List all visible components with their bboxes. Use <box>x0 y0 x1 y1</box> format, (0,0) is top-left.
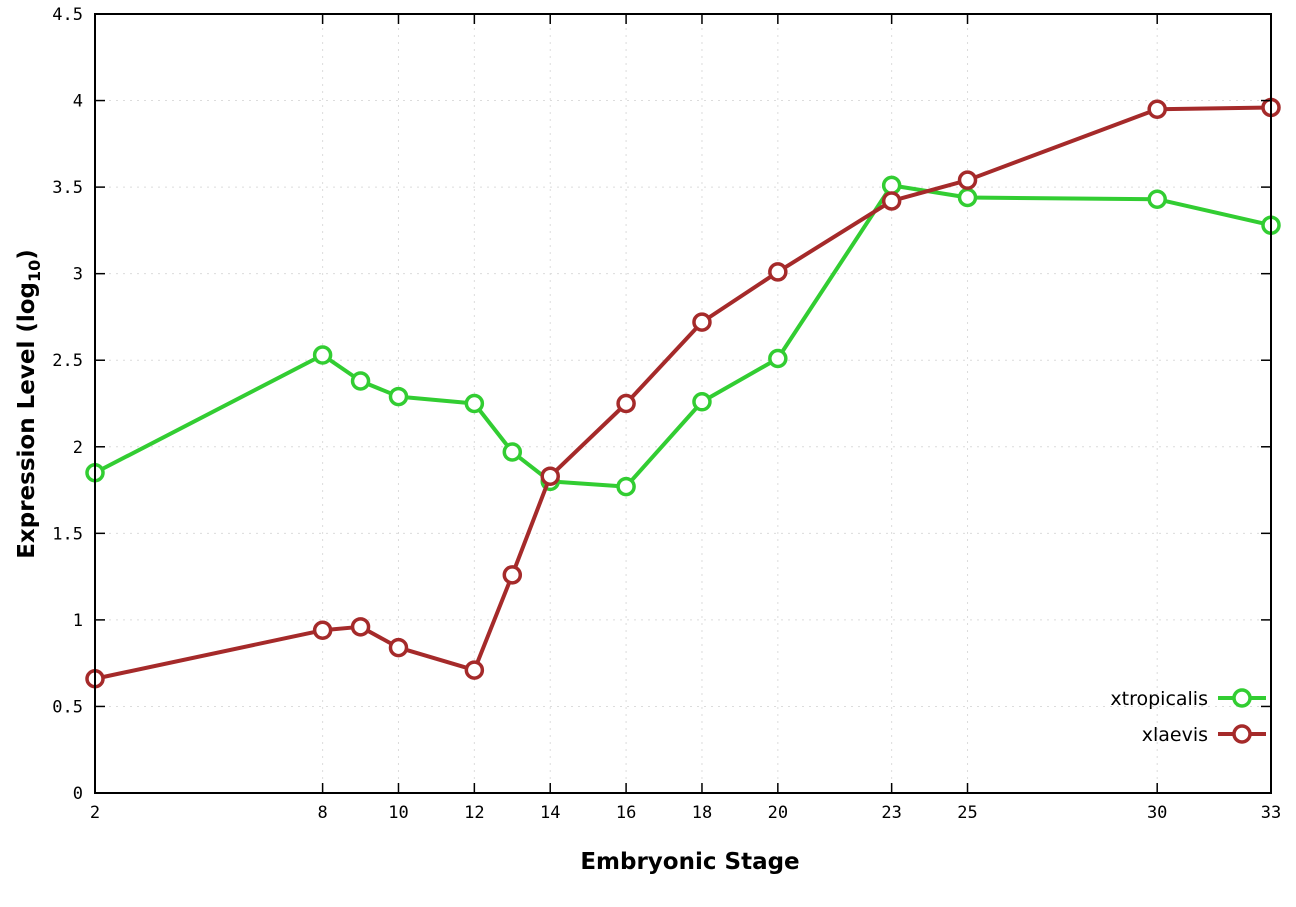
y-tick-label: 0 <box>73 784 83 804</box>
legend-marker-xtropicalis <box>1232 688 1252 708</box>
marker-xlaevis <box>464 660 485 680</box>
y-tick-label: 2.5 <box>52 351 83 371</box>
x-tick-label: 2 <box>90 803 100 823</box>
x-tick-label: 8 <box>317 803 327 823</box>
marker-xtropicalis <box>768 348 788 369</box>
marker-xlaevis <box>881 191 902 211</box>
x-tick-label: 33 <box>1261 803 1281 823</box>
marker-xlaevis <box>692 312 712 332</box>
legend: xtropicalis xlaevis <box>1110 688 1266 746</box>
x-tick-label: 30 <box>1147 803 1167 823</box>
x-tick-label: 23 <box>881 803 901 823</box>
x-tick-label: 18 <box>692 803 712 823</box>
marker-xtropicalis <box>464 393 485 414</box>
marker-xlaevis <box>502 565 523 585</box>
legend-label-xtropicalis: xtropicalis <box>1110 688 1208 710</box>
y-tick-label: 4 <box>73 92 83 112</box>
marker-xtropicalis <box>616 476 636 497</box>
marker-xlaevis <box>1147 99 1167 119</box>
x-tick-label: 14 <box>540 803 560 823</box>
legend-marker-xlaevis <box>1232 724 1252 744</box>
marker-xtropicalis <box>881 175 902 196</box>
y-tick-label: 2 <box>73 438 83 458</box>
marker-xlaevis <box>957 170 978 190</box>
marker-xlaevis <box>388 637 409 658</box>
marker-xtropicalis <box>502 442 523 462</box>
marker-xlaevis <box>768 262 788 282</box>
series-line-xtropicalis <box>93 183 1273 489</box>
axis-ticks: 0 0.5 1 1.5 2 2.5 3 3.5 4 4.5 2 8 10 12 14 16 18 20 23 25 30… <box>52 5 1281 823</box>
y-tick-label: 3 <box>73 265 83 285</box>
y-tick-label: 0.5 <box>52 697 83 717</box>
y-tick-label: 1 <box>73 611 83 631</box>
x-tick-label: 16 <box>616 803 636 823</box>
x-tick-label: 20 <box>768 803 788 823</box>
y-axis-title: Expression Level (log10) <box>14 249 44 559</box>
marker-xtropicalis <box>1147 189 1167 209</box>
marker-xlaevis <box>540 466 560 486</box>
marker-xtropicalis <box>692 392 712 412</box>
x-tick-label: 10 <box>388 803 408 823</box>
y-tick-label: 4.5 <box>52 5 83 25</box>
marker-xtropicalis <box>957 187 978 208</box>
x-tick-label: 12 <box>464 803 484 823</box>
marker-xlaevis <box>616 393 636 414</box>
plot-border <box>94 13 1272 794</box>
series-line-xlaevis <box>93 105 1273 681</box>
x-axis-title: Embryonic Stage <box>580 849 799 875</box>
marker-xlaevis <box>312 620 333 641</box>
y-tick-label: 1.5 <box>52 524 83 544</box>
legend-label-xlaevis: xlaevis <box>1142 724 1208 746</box>
marker-xtropicalis <box>312 345 333 365</box>
marker-xtropicalis <box>350 371 371 391</box>
plot-frame <box>94 13 1272 794</box>
x-tick-label: 25 <box>957 803 977 823</box>
y-tick-label: 3.5 <box>52 178 83 198</box>
marker-xtropicalis <box>388 386 409 407</box>
marker-xlaevis <box>350 617 371 637</box>
